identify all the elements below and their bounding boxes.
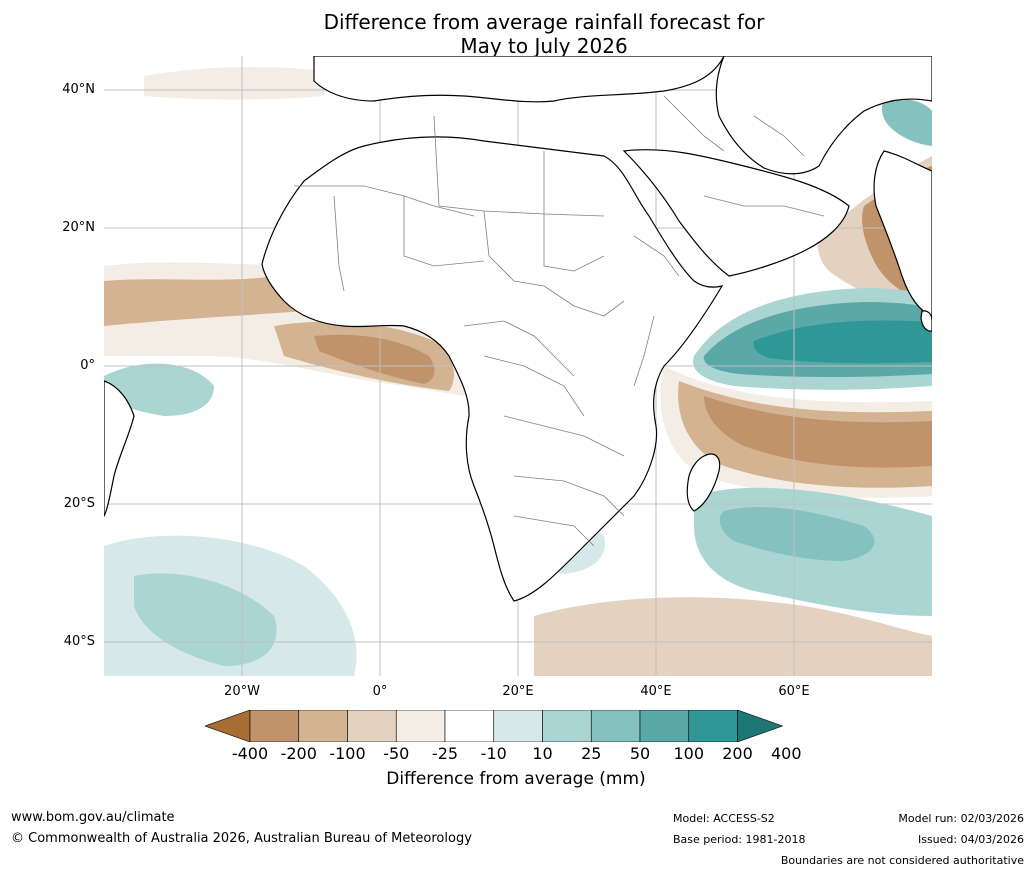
colorbar-segment [298, 710, 348, 742]
dry-band-medium [104, 276, 324, 326]
south-america-edge [104, 380, 135, 518]
border-line [703, 195, 825, 217]
border-line [513, 515, 595, 547]
border-line [483, 210, 545, 287]
border-line [503, 415, 625, 457]
sri-lanka-landmass [920, 310, 932, 332]
colorbar-tick-label: 25 [581, 744, 602, 763]
lat-label-40n: 40°N [62, 82, 95, 97]
colorbar-segment [493, 710, 543, 742]
asia-landmass [715, 56, 932, 175]
website-link[interactable]: www.bom.gov.au/climate [11, 810, 175, 825]
west-atlantic-wet [104, 363, 214, 416]
lon-label-0: 0° [372, 684, 388, 699]
model-run-text: Model run: 02/03/2026 [898, 812, 1024, 825]
colorbar-tick-label: -100 [329, 744, 366, 763]
colorbar-segment [590, 710, 641, 742]
border-line [543, 214, 605, 272]
colorbar-segment [737, 710, 784, 742]
colorbar-tick-label: 10 [532, 744, 553, 763]
indian-ocean-dry-strong [704, 396, 932, 468]
colorbar-tick-label: 200 [722, 744, 753, 763]
southern-dry-band [534, 597, 932, 676]
title-line-1: Difference from average rainfall forecas… [323, 10, 765, 34]
south-indian-wet-core [719, 506, 875, 561]
colorbar-tick-label: 50 [629, 744, 651, 763]
colorbar-tick-label: -400 [231, 744, 269, 763]
colorbar-segment [542, 710, 592, 742]
border-line [663, 95, 725, 152]
disclaimer-text: Boundaries are not considered authoritat… [780, 854, 1024, 867]
border-line [333, 195, 345, 292]
colorbar-segment [249, 710, 300, 742]
model-text: Model: ACCESS-S2 [673, 812, 775, 825]
border-line [513, 475, 625, 517]
colorbar-tick-label: 100 [673, 744, 705, 763]
lat-label-20n: 20°N [62, 220, 95, 235]
lat-label-40s: 40°S [63, 634, 95, 649]
colorbar-segment [347, 710, 397, 742]
colorbar-label: Difference from average (mm) [386, 769, 646, 789]
colorbar-tick-label: -50 [383, 744, 410, 763]
lon-label-60e: 60°E [778, 684, 810, 699]
lon-label-40e: 40°E [640, 684, 672, 699]
arabian-peninsula-landmass [622, 149, 850, 277]
africa-landmass [261, 136, 724, 602]
india-landmass [873, 150, 932, 317]
dry-band-strong-gulf [314, 334, 435, 384]
lon-label-20e: 20°E [502, 684, 534, 699]
colorbar-segment [205, 710, 251, 742]
indian-ocean-wet-strong [753, 320, 932, 364]
lat-label-20s: 20°S [63, 496, 95, 511]
middle-east-wet [881, 99, 932, 146]
south-atlantic-wet-core [134, 573, 277, 666]
copyright-text: © Commonwealth of Australia 2026, Austra… [11, 831, 472, 846]
colorbar-tick-label: -25 [431, 744, 459, 763]
title-line-2: May to July 2026 [460, 34, 628, 58]
border-line [633, 315, 655, 387]
lat-label-equator: 0° [80, 358, 95, 373]
border-line [483, 355, 585, 417]
colorbar [205, 710, 784, 742]
madagascar-landmass [686, 453, 721, 512]
rainfall-anomaly-map [104, 56, 932, 676]
colorbar-segment [688, 710, 738, 742]
colorbar-segments [205, 710, 784, 742]
border-line [433, 115, 545, 215]
colorbar-tick-label: -200 [280, 744, 317, 763]
europe-landmass [313, 56, 725, 103]
country-borders [294, 95, 825, 547]
colorbar-tick-label: -10 [480, 744, 507, 763]
border-line [543, 285, 625, 317]
colorbar-segment [395, 710, 446, 742]
border-line [403, 196, 485, 267]
border-line [633, 235, 680, 277]
border-line [753, 115, 805, 157]
landmasses [104, 56, 932, 602]
mediterranean-dry [144, 66, 324, 100]
colorbar-segment [444, 710, 495, 742]
issued-text: Issued: 04/03/2026 [917, 833, 1024, 846]
lon-label-20w: 20°W [224, 684, 260, 699]
border-line [463, 320, 575, 377]
colorbar-segment [639, 710, 690, 742]
colorbar-tick-label: 400 [770, 744, 802, 763]
base-period-text: Base period: 1981-2018 [673, 833, 806, 846]
